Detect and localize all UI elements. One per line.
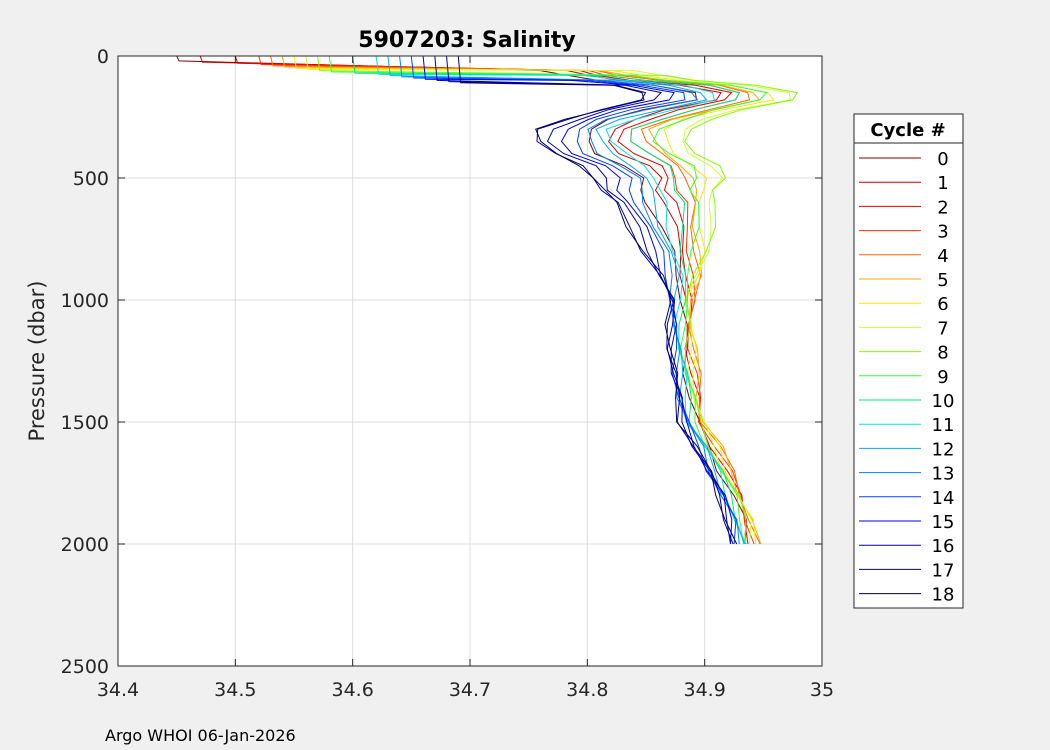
profile-line-cycle-9: [328, 55, 768, 545]
profile-line-cycle-15: [422, 55, 733, 545]
legend-label-cycle-17: 17: [932, 560, 955, 581]
profile-line-cycle-10: [352, 55, 746, 545]
legend-label-cycle-2: 2: [937, 197, 948, 218]
legend-label-cycle-15: 15: [932, 512, 955, 533]
legend-label-cycle-0: 0: [937, 149, 948, 170]
profile-line-cycle-5: [281, 55, 762, 545]
legend-label-cycle-11: 11: [932, 415, 955, 436]
legend-label-cycle-1: 1: [937, 173, 948, 194]
legend-label-cycle-14: 14: [932, 488, 955, 509]
x-tick-label: 34.7: [449, 679, 491, 701]
footer-credit: Argo WHOI 06-Jan-2026: [105, 726, 296, 745]
x-tick-label: 34.4: [97, 679, 139, 701]
profile-line-cycle-8: [317, 55, 799, 545]
legend-label-cycle-12: 12: [932, 439, 955, 460]
y-tick-label: 1500: [61, 412, 109, 434]
y-tick-label: 0: [97, 46, 109, 68]
legend-label-cycle-7: 7: [937, 318, 948, 339]
x-tick-label: 34.8: [566, 679, 608, 701]
legend-label-cycle-18: 18: [932, 585, 955, 606]
legend-label-cycle-4: 4: [937, 246, 948, 267]
chart-title: 5907203: Salinity: [358, 28, 575, 53]
legend-label-cycle-9: 9: [937, 367, 948, 388]
legend-label-cycle-3: 3: [937, 222, 948, 243]
profile-line-cycle-14: [410, 55, 737, 545]
y-tick-label: 2500: [61, 656, 109, 678]
legend-label-cycle-13: 13: [932, 464, 955, 485]
axis-ticks: 34.4 34.5 34.6 34.7 34.8 34.9 35 0 500 1000 1500 20…: [61, 46, 834, 701]
x-tick-label: 34.9: [684, 679, 726, 701]
y-axis-label: Pressure (dbar): [25, 281, 49, 442]
x-tick-label: 34.5: [214, 679, 256, 701]
y-tick-label: 2000: [61, 534, 109, 556]
y-tick-label: 1000: [61, 290, 109, 312]
profile-lines: [176, 55, 799, 545]
x-tick-label: 35: [810, 679, 834, 701]
profile-line-cycle-17: [446, 55, 734, 545]
legend-label-cycle-8: 8: [937, 343, 948, 364]
profile-line-cycle-13: [399, 55, 740, 545]
legend-label-cycle-6: 6: [937, 294, 948, 315]
x-tick-label: 34.6: [332, 679, 374, 701]
y-tick-label: 500: [73, 168, 109, 190]
legend-box: [853, 113, 964, 609]
legend-label-cycle-10: 10: [932, 391, 955, 412]
profile-line-cycle-18: [457, 55, 738, 545]
legend-label-cycle-16: 16: [932, 536, 955, 557]
legend-label-cycle-5: 5: [937, 270, 948, 291]
legend-title: Cycle #: [870, 120, 945, 141]
